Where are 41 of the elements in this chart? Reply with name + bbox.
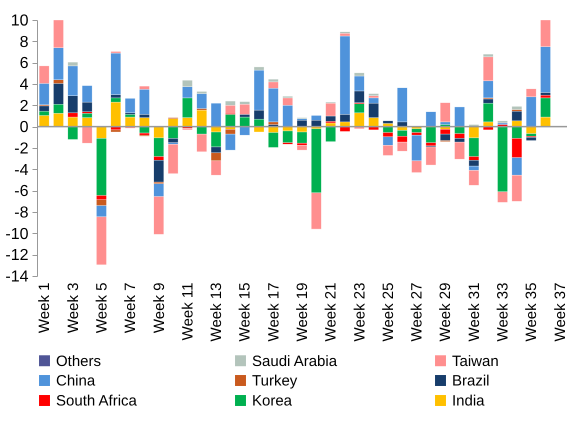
x-tick-label: Week 13	[208, 282, 226, 342]
x-tick-label: Week 9	[150, 282, 168, 334]
y-tick-label: -8	[14, 204, 29, 222]
y-tick-label: -2	[14, 140, 29, 158]
y-tick-label: 4	[20, 76, 29, 94]
x-tick-label: Week 29	[437, 282, 454, 342]
y-tick-label: 8	[20, 34, 29, 51]
legend-label: South Africa	[56, 392, 138, 410]
legend-label: Brazil	[452, 372, 490, 390]
y-tick-label: -6	[14, 183, 29, 200]
x-tick-label: Week 25	[380, 282, 397, 342]
x-tick-label: Week 31	[466, 282, 483, 342]
x-tick-label: Week 37	[552, 282, 569, 342]
y-tick-label: 10	[10, 12, 29, 30]
x-tick-label: Week 5	[93, 282, 110, 334]
x-tick-label: Week 35	[523, 282, 540, 342]
x-tick-label: Week 33	[494, 282, 512, 342]
x-tick-label: Week 23	[351, 282, 368, 342]
legend-label: Saudi Arabia	[252, 352, 338, 370]
y-tick-label: 0	[20, 119, 29, 136]
legend-label: Others	[56, 352, 102, 370]
x-tick-label: Week 21	[322, 282, 340, 342]
y-tick-label: -14	[5, 268, 29, 286]
legend-label: Korea	[252, 392, 293, 410]
x-tick-label: Week 15	[236, 282, 254, 342]
legend-label: Turkey	[252, 372, 298, 390]
y-tick-label: 2	[20, 98, 29, 115]
x-tick-label: Week 17	[265, 282, 282, 342]
legend-label: India	[452, 392, 486, 410]
legend-label: Taiwan	[452, 352, 499, 370]
y-tick-label: -10	[5, 226, 29, 243]
y-tick-label: -12	[5, 247, 29, 264]
x-tick-label: Week 1	[36, 282, 54, 334]
x-tick-label: Week 27	[408, 282, 426, 342]
x-tick-label: Week 3	[64, 282, 82, 334]
y-tick-label: -4	[14, 162, 29, 179]
x-tick-label: Week 11	[179, 282, 196, 340]
x-tick-label: Week 7	[122, 282, 140, 334]
y-tick-label: 6	[20, 55, 29, 72]
legend-label: China	[56, 372, 96, 390]
x-tick-label: Week 19	[294, 282, 311, 342]
